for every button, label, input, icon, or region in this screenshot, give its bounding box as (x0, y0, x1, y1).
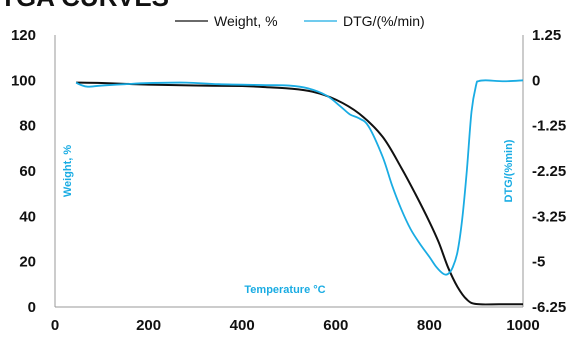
right-tick-label: -1.25 (532, 118, 566, 135)
legend-dtg-label: DTG/(%/min) (343, 13, 425, 29)
y-axis-left-title: Weight, % (62, 145, 74, 198)
x-tick-label: 200 (136, 317, 161, 334)
left-tick-label: 40 (19, 208, 36, 225)
x-tick-label: 600 (323, 317, 348, 334)
x-tick-label: 400 (230, 317, 255, 334)
x-tick-label: 1000 (506, 317, 539, 334)
left-tick-label: 100 (11, 72, 36, 89)
legend: Weight, % DTG/(%/min) (175, 13, 425, 29)
right-tick-label: -2.25 (532, 163, 566, 180)
left-tick-labels: 0 20 40 60 80 100 120 (11, 27, 36, 316)
left-tick-label: 20 (19, 254, 36, 271)
dtg-series-line (75, 79, 524, 276)
right-tick-labels: 1.25 0 -1.25 -2.25 -3.25 -5 -6.25 (532, 27, 566, 316)
legend-weight-label: Weight, % (214, 13, 278, 29)
x-tick-labels: 0 200 400 600 800 1000 (51, 317, 540, 334)
left-tick-label: 80 (19, 118, 36, 135)
right-tick-label: 0 (532, 72, 540, 89)
x-tick-label: 0 (51, 317, 59, 334)
right-tick-label: -5 (532, 254, 545, 271)
weight-series-line (76, 81, 524, 306)
left-tick-label: 120 (11, 27, 36, 44)
chart-heading: TGA CURVES (0, 0, 169, 12)
right-tick-label: 1.25 (532, 27, 561, 44)
left-tick-label: 0 (28, 299, 36, 316)
right-tick-label: -3.25 (532, 208, 566, 225)
x-tick-label: 800 (417, 317, 442, 334)
series-layer (75, 79, 524, 306)
right-tick-label: -6.25 (532, 299, 566, 316)
y-axis-right-title: DTG/(%min) (503, 139, 515, 202)
x-axis-title: Temperature °C (244, 284, 325, 296)
left-tick-label: 60 (19, 163, 36, 180)
